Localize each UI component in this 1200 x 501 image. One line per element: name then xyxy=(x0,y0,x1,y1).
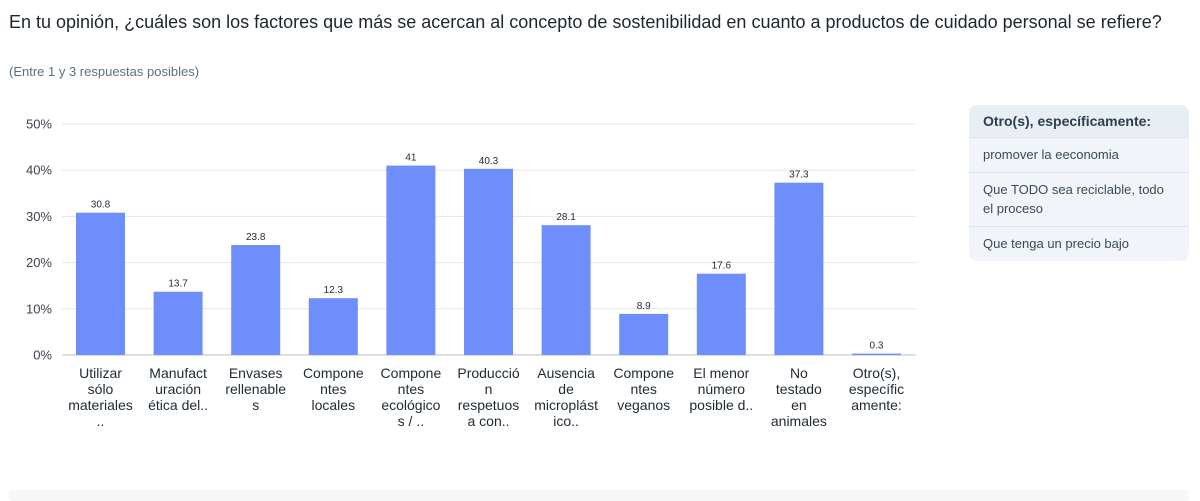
x-category-label: Manufact uración ética del.. xyxy=(148,365,208,413)
y-tick-label: 40% xyxy=(26,163,52,178)
bar-value-label: 13.7 xyxy=(168,279,188,290)
question-hint: (Entre 1 y 3 respuestas posibles) xyxy=(9,64,200,79)
y-tick-label: 30% xyxy=(26,209,52,224)
bar-value-label: 28.1 xyxy=(556,212,576,223)
bar xyxy=(231,245,281,355)
x-category-label: Utilizar sólo materiales.. xyxy=(68,365,133,429)
bar-chart: 0% 10% 20% 30% 40% 50% 30.8 Utilizar sólo materia… xyxy=(26,117,916,429)
y-tick-label: 50% xyxy=(26,117,52,132)
bar xyxy=(308,298,358,355)
bar xyxy=(386,165,436,355)
bar xyxy=(464,168,513,355)
bar-value-label: 12.3 xyxy=(324,285,344,296)
bar-value-label: 30.8 xyxy=(91,200,111,211)
next-section-edge xyxy=(9,490,1189,501)
bar-value-label: 23.8 xyxy=(246,232,266,243)
y-tick-label: 10% xyxy=(26,301,52,316)
x-category-label: Compone ntes locales xyxy=(303,365,364,413)
question-title: En tu opinión, ¿cuáles son los factores … xyxy=(9,12,1162,32)
bar xyxy=(153,291,203,355)
other-response-item: promover la eeconomia xyxy=(969,137,1189,172)
bar-value-label: 41 xyxy=(405,153,417,164)
y-tick-label: 20% xyxy=(26,255,52,270)
other-responses-header: Otro(s), específicamente: xyxy=(969,105,1189,137)
bar-value-label: 8.9 xyxy=(637,301,651,312)
bar xyxy=(76,212,125,355)
x-category-label: Compone ntes veganos xyxy=(613,365,674,413)
bar-value-label: 40.3 xyxy=(479,156,499,167)
other-response-item: Que tenga un precio bajo xyxy=(969,226,1189,261)
bar xyxy=(696,273,746,355)
x-category-label: Otro(s), específic amente: xyxy=(849,365,904,413)
x-category-label: Envases rellenable s xyxy=(225,365,286,413)
x-category-label: No testado en animales xyxy=(771,365,827,429)
bar-value-label: 0.3 xyxy=(870,341,884,352)
bar-value-label: 37.3 xyxy=(789,170,809,181)
y-tick-label: 0% xyxy=(33,348,52,363)
other-responses-panel: Otro(s), específicamente: promover la ee… xyxy=(969,105,1189,261)
x-category-label: Producció n respetuos a con.. xyxy=(457,365,519,429)
bar-value-label: 17.6 xyxy=(712,261,732,272)
x-category-label: Compone ntes ecológico s / .. xyxy=(381,365,442,429)
x-category-label: El menor número posible d.. xyxy=(689,365,753,413)
other-response-item: Que TODO sea reciclable, todo el proceso xyxy=(969,172,1189,226)
bar xyxy=(619,313,669,355)
x-category-label: Ausencia de microplást ico.. xyxy=(534,365,598,429)
bar xyxy=(541,225,591,355)
bar xyxy=(774,182,824,355)
bar xyxy=(852,353,901,356)
